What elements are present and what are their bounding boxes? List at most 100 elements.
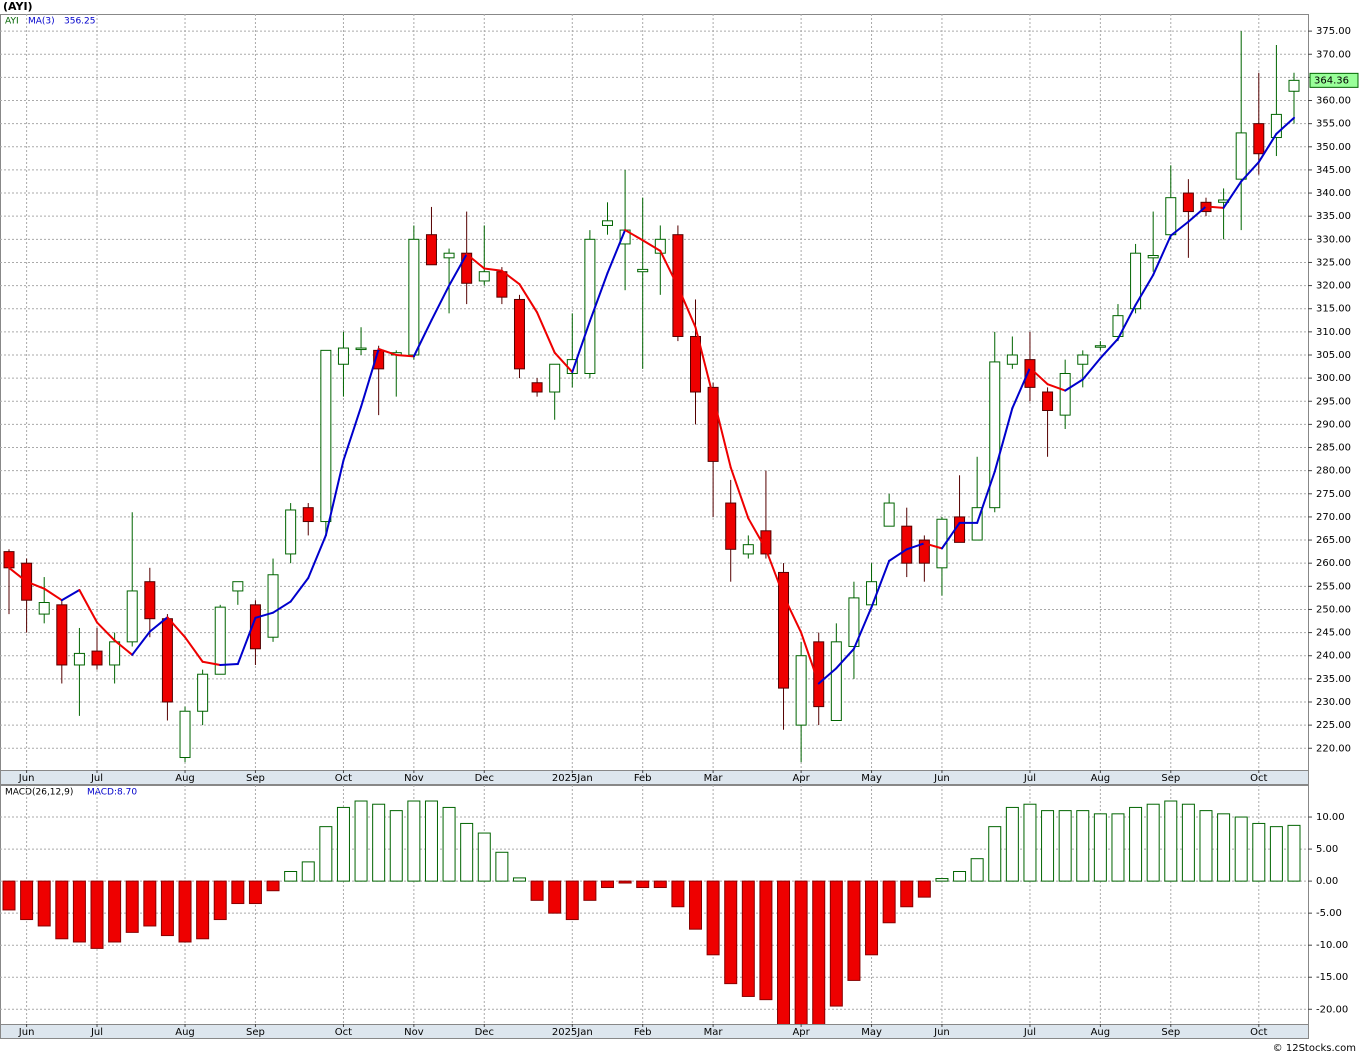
ma-line: [96, 621, 116, 642]
y-tick-label: 0.00: [1316, 876, 1338, 887]
y-tick-label: 355.00: [1316, 119, 1351, 130]
candle-body: [56, 604, 68, 666]
macd-bar: [460, 822, 474, 882]
candle-body: [320, 349, 332, 523]
macd-bar: [1217, 813, 1231, 882]
y-tick-label: 295.00: [1316, 396, 1351, 407]
macd-bar: [759, 880, 773, 1001]
ma-line: [1169, 220, 1190, 237]
macd-bar: [1181, 803, 1195, 882]
ma-line: [148, 616, 169, 633]
legend-ma-value: 356.25: [64, 17, 96, 27]
ma-line: [219, 663, 239, 666]
macd-bar: [90, 880, 104, 949]
y-tick-label: 285.00: [1316, 443, 1351, 454]
x-tick-label: Jul: [1023, 773, 1036, 784]
candle-body: [584, 238, 596, 374]
macd-bar: [1252, 822, 1266, 882]
y-tick-label: 230.00: [1316, 697, 1351, 708]
ma-line: [324, 459, 345, 537]
candle-body: [989, 361, 1001, 509]
price-panel: [0, 14, 1309, 771]
candle-body: [179, 710, 191, 759]
y-tick-label: 260.00: [1316, 558, 1351, 569]
y-tick-label: 360.00: [1316, 96, 1351, 107]
candle-body: [109, 641, 121, 666]
ma-line: [1028, 366, 1049, 386]
macd-bar: [1269, 826, 1283, 882]
ma-line: [272, 600, 292, 614]
ma-line: [817, 667, 838, 685]
y-tick-label: -10.00: [1316, 940, 1348, 951]
candle-body: [795, 655, 807, 726]
ma-line: [342, 405, 363, 462]
candle-body: [214, 606, 226, 675]
candle-body: [1165, 197, 1177, 236]
y-tick-label: 345.00: [1316, 165, 1351, 176]
x-tick-label: Jun: [18, 1027, 35, 1038]
ma-line: [852, 606, 873, 650]
ma-line: [694, 326, 715, 398]
macd-bar: [143, 880, 157, 927]
ma-line: [659, 249, 679, 288]
y-tick-label: 280.00: [1316, 466, 1351, 477]
y-tick-label: 270.00: [1316, 512, 1351, 523]
candle-body: [601, 220, 613, 226]
candle-body: [38, 602, 50, 615]
y-tick-label: 370.00: [1316, 49, 1351, 60]
candle-body: [249, 604, 261, 650]
candle-body: [513, 298, 525, 370]
candle-body: [1182, 192, 1194, 213]
ma-line: [870, 559, 891, 609]
candle-body: [302, 507, 314, 523]
candle-body: [337, 347, 349, 365]
candle-body: [3, 551, 15, 569]
ma-line: [1046, 383, 1067, 392]
macd-bar: [865, 880, 879, 956]
macd-bar: [1199, 810, 1213, 882]
x-tick-label: Apr: [792, 1027, 810, 1038]
legend-ma: MA(3): [28, 17, 55, 27]
macd-value: MACD:8.70: [87, 788, 137, 798]
macd-bar: [495, 851, 509, 882]
ma-line: [113, 639, 134, 656]
macd-bar: [1146, 803, 1160, 882]
ma-line: [676, 285, 697, 329]
x-tick-label: Oct: [335, 1027, 352, 1038]
x-tick-label: Oct: [335, 773, 352, 784]
candle-body: [443, 252, 455, 259]
candle-body: [883, 502, 895, 527]
x-tick-label: Jul: [90, 1027, 103, 1038]
macd-bar: [653, 880, 667, 889]
x-tick-label: Jun: [933, 1027, 950, 1038]
candle-body: [549, 363, 561, 393]
candle-body: [355, 347, 367, 351]
macd-bar: [882, 880, 896, 924]
macd-bar: [794, 880, 808, 1024]
y-tick-label: 235.00: [1316, 674, 1351, 685]
macd-bar: [953, 871, 967, 882]
candle-body: [1059, 372, 1071, 416]
candle-body: [1288, 79, 1300, 92]
macd-bar: [213, 880, 227, 921]
macd-bar: [55, 880, 69, 940]
macd-bar: [424, 800, 438, 882]
candle-body: [1253, 123, 1265, 155]
macd-bar: [407, 800, 421, 882]
last-price-label: 364.36: [1314, 75, 1349, 86]
candle-body: [690, 335, 702, 393]
macd-bar: [548, 880, 562, 914]
macd-bar: [2, 880, 16, 911]
ma-line: [976, 470, 996, 524]
macd-bar: [671, 880, 685, 908]
x-tick-label: 2025Jan: [552, 1027, 593, 1038]
ma-line: [166, 616, 187, 639]
y-tick-label: 350.00: [1316, 142, 1351, 153]
macd-bar: [301, 861, 315, 882]
ma-line: [553, 351, 574, 374]
candle-body: [126, 590, 138, 643]
macd-bar: [1234, 816, 1248, 882]
x-tick-label: Jun: [933, 773, 950, 784]
